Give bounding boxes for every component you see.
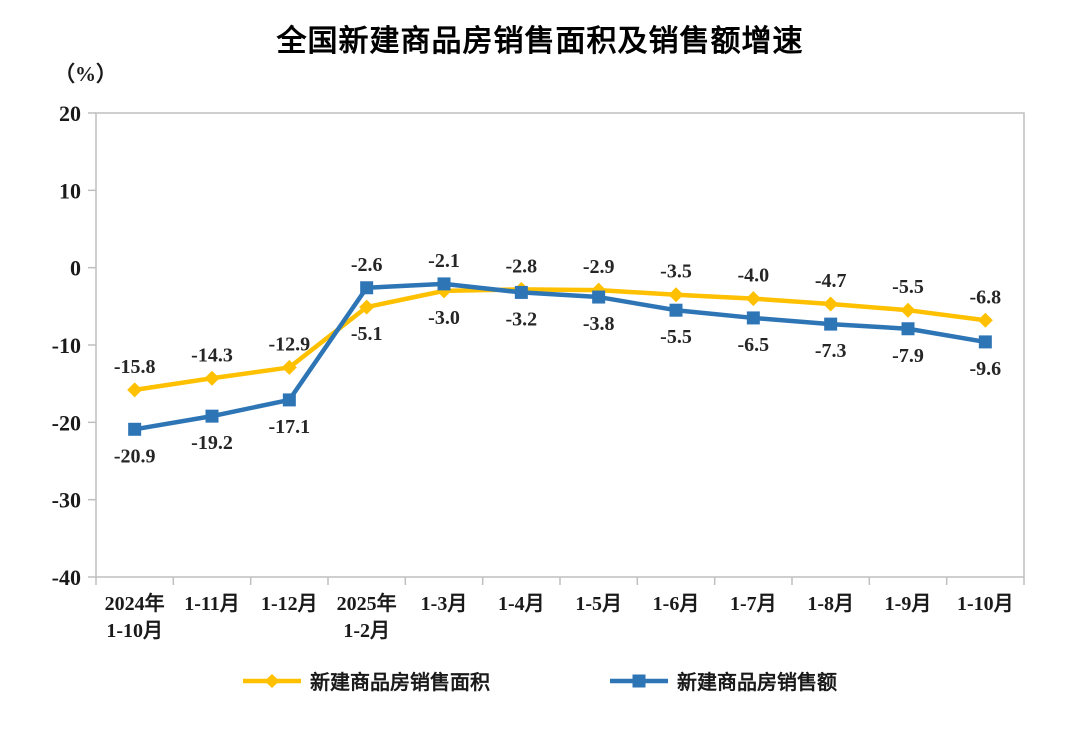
data-label: -5.1: [351, 323, 383, 345]
square-marker: [437, 277, 451, 291]
diamond-marker: [823, 296, 839, 312]
data-label: -7.9: [892, 345, 924, 367]
data-label: -2.6: [351, 254, 383, 276]
diamond-marker: [900, 302, 916, 318]
x-axis-label: 1-6月: [653, 593, 700, 615]
x-axis-label: 2025年: [337, 591, 397, 615]
series-line-0: [132, 287, 988, 393]
x-axis-label: 1-10月: [957, 593, 1014, 615]
square-marker: [746, 311, 760, 325]
data-label: -9.6: [969, 358, 1001, 380]
square-marker: [360, 281, 374, 295]
legend-marker-diamond: [243, 673, 301, 688]
y-axis-unit-label: （%）: [54, 62, 117, 86]
square-marker: [824, 317, 838, 331]
data-label: -2.9: [583, 256, 615, 278]
data-label: -5.5: [892, 276, 924, 298]
diamond-marker: [359, 299, 375, 315]
legend-marker-square: [610, 674, 668, 687]
data-label: -3.2: [505, 308, 537, 330]
data-label: -4.0: [737, 265, 769, 287]
data-label: -15.8: [114, 356, 156, 378]
x-axis-label: 1-3月: [421, 593, 468, 615]
x-axis-label: 1-12月: [261, 593, 318, 615]
y-axis-tick-label: 0: [70, 256, 81, 281]
x-axis-label: 1-11月: [184, 593, 240, 615]
x-axis-label: 1-8月: [807, 593, 854, 615]
square-marker: [514, 285, 528, 299]
data-label: -20.9: [114, 445, 156, 467]
x-axis-label: 1-10月: [106, 620, 163, 642]
legend-label-sales-area: 新建商品房销售面积: [310, 672, 490, 694]
data-label: -3.0: [428, 307, 460, 329]
data-label: -2.1: [428, 250, 460, 272]
diamond-marker: [127, 382, 143, 398]
x-axis-label: 1-9月: [885, 593, 932, 615]
data-label: -7.3: [815, 340, 847, 362]
square-marker: [978, 335, 992, 349]
line-chart: 20 10 0 -10 -20 -30 -40 2024年 1-10月 1-11月 1-12月 202…: [52, 101, 1025, 642]
x-axis-label: 1-2月: [343, 620, 390, 642]
diamond-marker: [977, 312, 993, 328]
data-label: -6.5: [737, 334, 769, 356]
x-axis-label: 1-7月: [730, 593, 777, 615]
square-marker: [592, 290, 606, 304]
diamond-marker: [281, 359, 297, 375]
chart-title: 全国新建商品房销售面积及销售额增速: [276, 25, 804, 58]
x-axis-label: 2024年: [105, 591, 165, 615]
data-label: -19.2: [191, 432, 233, 454]
diamond-marker: [745, 291, 761, 307]
data-label: -2.8: [505, 255, 537, 277]
square-marker: [901, 322, 915, 336]
y-axis-tick-label: -40: [52, 565, 81, 590]
data-label: -12.9: [268, 333, 310, 355]
x-axis-label: 1-5月: [575, 593, 622, 615]
x-axis-label: 1-4月: [498, 593, 545, 615]
legend-item-sales-amount: 新建商品房销售额: [610, 666, 837, 695]
data-label: -3.5: [660, 261, 692, 283]
legend-label-sales-amount: 新建商品房销售额: [677, 672, 837, 694]
diamond-marker: [668, 287, 684, 303]
data-label: -14.3: [191, 344, 233, 366]
legend: 新建商品房销售面积 新建商品房销售额: [0, 666, 1080, 695]
diamond-marker: [204, 370, 220, 386]
data-label: -3.8: [583, 313, 615, 335]
square-marker: [282, 393, 296, 407]
plot-area-border: [95, 112, 1025, 578]
y-axis-tick-label: 10: [59, 178, 81, 203]
y-axis-tick-label: 20: [59, 101, 81, 126]
y-axis-tick-label: -20: [52, 410, 81, 435]
square-marker: [128, 422, 142, 436]
series-line-1: [132, 281, 988, 432]
square-marker: [669, 303, 683, 317]
data-label: -17.1: [268, 416, 310, 438]
square-marker: [205, 409, 219, 423]
data-label: -4.7: [815, 270, 847, 292]
data-label: -5.5: [660, 326, 692, 348]
data-label: -6.8: [969, 286, 1001, 308]
y-axis-tick-label: -30: [52, 488, 81, 513]
y-axis-tick-label: -10: [52, 333, 81, 358]
legend-item-sales-area: 新建商品房销售面积: [243, 666, 490, 695]
